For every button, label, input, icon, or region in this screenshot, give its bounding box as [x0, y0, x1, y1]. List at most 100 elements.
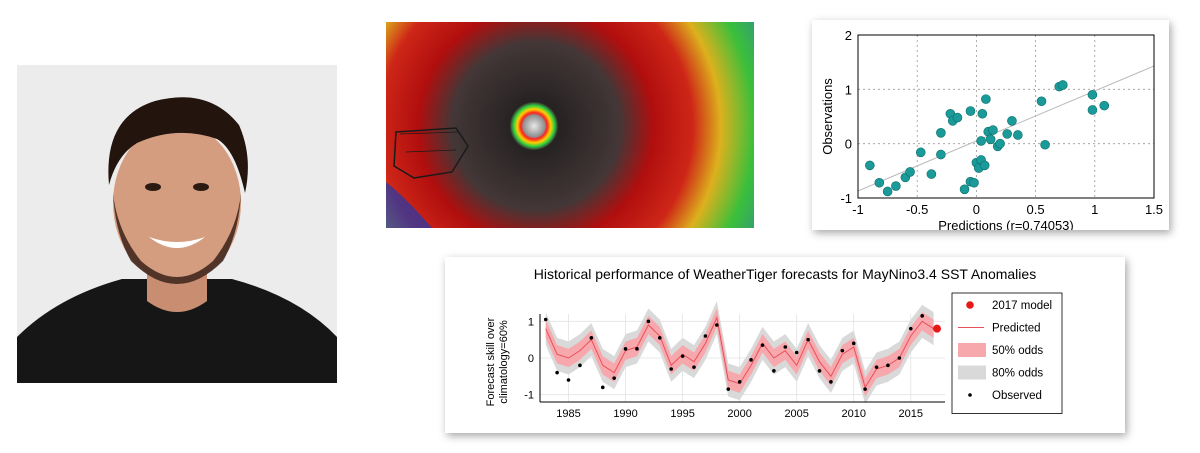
observed-point [806, 337, 810, 342]
observed-point [794, 350, 799, 355]
observed-point [908, 326, 913, 331]
observed-point [543, 317, 548, 322]
observed-point [635, 347, 639, 351]
legend-label: 2017 model [992, 300, 1052, 312]
observed-point [897, 356, 902, 360]
scatter-point [1007, 116, 1017, 126]
y-tick-label: 0 [528, 353, 534, 365]
x-tick-label: 2010 [841, 408, 865, 420]
scatter-point [1099, 100, 1110, 111]
scatter-point [936, 149, 946, 160]
x-axis-label: Predictions (r=0.74053) [938, 218, 1074, 230]
legend: 2017 model Predicted 50% odds 80% odds Obser… [951, 292, 1063, 414]
scatter-point [926, 169, 937, 179]
scatter-point [959, 184, 970, 195]
x-tick-label: 1995 [670, 408, 694, 420]
scatter-point [952, 112, 963, 123]
scatter-point [1087, 89, 1098, 100]
scatter-chart-card: -1 -0.5 0 0.5 1 1.5 -1 0 1 2 Predictions (r=0.74… [812, 20, 1169, 233]
x-tick-label: 1990 [613, 408, 637, 420]
observed-point [566, 378, 571, 382]
predicted-line [545, 315, 934, 389]
observed-point [578, 363, 582, 368]
scatter-point [905, 167, 915, 177]
observed-point [783, 345, 788, 349]
scatter-point [985, 134, 996, 145]
observed-point [726, 387, 731, 391]
scatter-chart: -1 -0.5 0 0.5 1 1.5 -1 0 1 2 Predictions (r=0.74… [820, 28, 1163, 233]
observed-point [657, 336, 662, 340]
scatter-point [865, 160, 875, 171]
x-tick-label: -1 [852, 202, 864, 217]
x-tick-label: 1.5 [1145, 202, 1163, 217]
scatter-point [995, 138, 1005, 149]
y-axis-label: Observations [820, 78, 835, 155]
y-tick-label: 2 [845, 28, 852, 43]
y-tick-label: 1 [528, 316, 534, 328]
hurricane-satellite-image [386, 22, 754, 228]
scatter-point [988, 125, 998, 135]
observed-point [737, 380, 742, 384]
scatter-point [936, 128, 946, 138]
x-tick-label: -0.5 [906, 202, 928, 217]
scatter-point [976, 136, 986, 146]
x-tick-label: 0 [973, 202, 980, 217]
legend-swatch [968, 393, 972, 397]
observed-point [863, 387, 867, 391]
observed-point [840, 348, 845, 353]
portrait-photo [17, 65, 337, 383]
observed-point [600, 385, 605, 390]
observed-point [920, 314, 924, 318]
scatter-point [1036, 96, 1047, 107]
portrait-illustration [17, 65, 337, 383]
scatter-point [1087, 105, 1098, 115]
observed-point [680, 354, 685, 358]
observed-point [760, 343, 765, 347]
scatter-point [977, 108, 988, 119]
legend-swatch [958, 343, 986, 357]
observed-point [749, 358, 753, 362]
scatter-point [1002, 129, 1012, 139]
band-80-odds [545, 301, 934, 404]
x-tick-label: 1985 [556, 408, 580, 420]
observed-point [772, 369, 776, 373]
timeseries-chart: Historical performance of WeatherTiger f… [485, 266, 1063, 420]
x-tick-label: 1 [1091, 202, 1098, 217]
observed-point [669, 367, 673, 371]
scatter-point [1013, 130, 1023, 140]
y-tick-label: -1 [840, 191, 852, 206]
observed-point [646, 319, 651, 324]
plot-frame [857, 34, 1155, 199]
observed-point [623, 347, 628, 351]
y-axis-label-line1: Forecast skill over [485, 317, 497, 406]
x-tick-label: 2005 [784, 408, 808, 420]
x-tick-label: 2000 [727, 408, 751, 420]
x-tick-label: 0.5 [1027, 202, 1045, 217]
observed-point [703, 334, 708, 338]
legend-label: Predicted [992, 323, 1041, 335]
observed-point [829, 380, 833, 384]
scatter-point [915, 147, 926, 158]
chart-title: Historical performance of WeatherTiger f… [534, 266, 1036, 282]
scatter-point [891, 181, 901, 191]
scatter-point [1058, 80, 1068, 90]
y-tick-label: 1 [845, 82, 852, 97]
scatter-point [874, 177, 885, 188]
legend-label: Observed [992, 390, 1042, 402]
trend-line [857, 65, 1155, 192]
observed-point [692, 365, 696, 369]
x-tick-label: 2015 [899, 408, 923, 420]
observed-point [612, 376, 616, 380]
observed-point [555, 370, 559, 375]
observed-point [817, 369, 822, 373]
observed-point [589, 336, 594, 340]
legend-swatch [966, 301, 974, 309]
satellite-illustration [386, 22, 754, 228]
scatter-point [882, 186, 893, 197]
observed-point [886, 363, 890, 368]
scatter-point [969, 177, 979, 188]
observed-point [874, 365, 879, 369]
scatter-point [1040, 139, 1050, 150]
scatter-point [965, 106, 976, 116]
legend-label: 80% odds [992, 368, 1043, 380]
